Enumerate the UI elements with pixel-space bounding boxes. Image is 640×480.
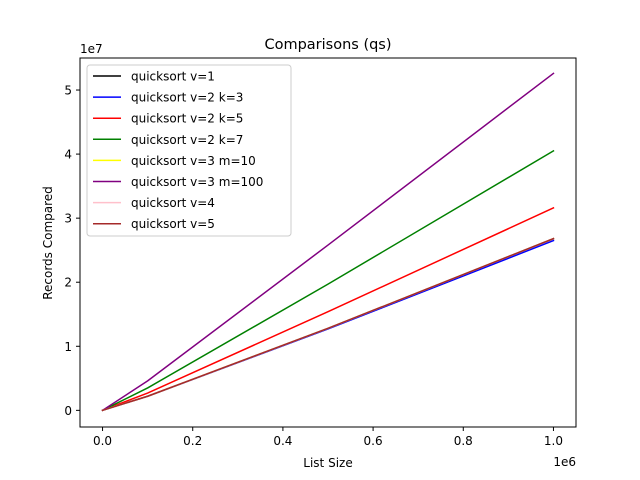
plot-lines bbox=[101, 72, 555, 412]
series-line-1 bbox=[101, 237, 555, 412]
legend-box bbox=[86, 64, 292, 237]
y-tick-label: 2 bbox=[64, 276, 72, 290]
x-tick-label: 0.2 bbox=[183, 434, 202, 448]
legend-label-4: quicksort v=2 k=7 bbox=[131, 133, 243, 147]
x-tick-label: 0.8 bbox=[454, 434, 473, 448]
legend-label-7: quicksort v=4 bbox=[131, 196, 215, 210]
y-tick-label: 3 bbox=[64, 212, 72, 226]
series-line-3 bbox=[101, 206, 555, 412]
x-tick-label: 0.6 bbox=[364, 434, 383, 448]
y-tick-label: 1 bbox=[64, 340, 72, 354]
legend-label-1: quicksort v=1 bbox=[131, 70, 215, 84]
series-line-6 bbox=[101, 72, 555, 412]
legend-label-2: quicksort v=2 k=3 bbox=[131, 91, 243, 105]
legend: quicksort v=1 quicksort v=2 k=3 quicksort … bbox=[86, 64, 292, 237]
series-line-8 bbox=[101, 237, 555, 412]
y-axis-offset-label: 1e7 bbox=[80, 42, 103, 56]
plot-frame bbox=[79, 57, 577, 428]
y-tick-label: 5 bbox=[64, 84, 72, 98]
series-line-5 bbox=[101, 237, 555, 412]
x-tick-label: 1.0 bbox=[544, 434, 563, 448]
x-axis-offset-label: 1e6 bbox=[553, 455, 576, 469]
legend-label-6: quicksort v=3 m=100 bbox=[131, 175, 263, 189]
series-line-7 bbox=[101, 237, 555, 412]
x-axis-label: List Size bbox=[303, 456, 352, 470]
legend-label-5: quicksort v=3 m=10 bbox=[131, 154, 256, 168]
chart-title: Comparisons (qs) bbox=[264, 37, 391, 53]
y-tick-label: 4 bbox=[64, 148, 72, 162]
x-tick-label: 0.4 bbox=[273, 434, 292, 448]
legend-label-8: quicksort v=5 bbox=[131, 217, 215, 231]
y-axis-label: Records Compared bbox=[41, 186, 55, 300]
y-tick-label: 0 bbox=[64, 404, 72, 418]
x-tick-label: 0.0 bbox=[93, 434, 112, 448]
legend-label-3: quicksort v=2 k=5 bbox=[131, 112, 243, 126]
series-line-4 bbox=[101, 149, 555, 412]
